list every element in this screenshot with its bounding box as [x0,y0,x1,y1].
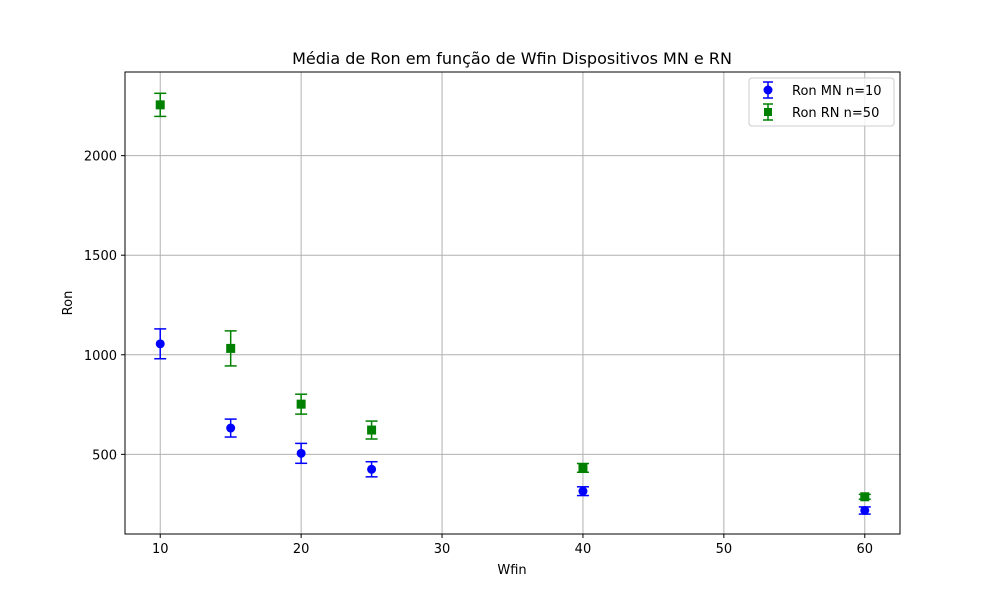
point-mn [226,423,236,433]
x-tick-label: 10 [152,542,169,557]
point-mn [367,464,377,474]
legend: Ron MN n=10 Ron RN n=50 [748,77,895,127]
grid [125,72,900,534]
data-points [155,100,870,516]
x-tick-label: 50 [716,542,733,557]
x-ticks: 10 20 30 40 50 60 [152,534,873,557]
legend-rn-marker [764,108,772,116]
point-mn [860,506,870,516]
y-tick-label: 1500 [84,249,117,264]
y-tick-label: 1000 [84,349,117,364]
y-ticks: 500 1000 1500 2000 [84,150,125,463]
legend-box [748,77,895,127]
point-rn [226,343,236,353]
x-axis-label: Wfin [497,563,526,578]
chart-title: Média de Ron em função de Wfin Dispositi… [292,49,732,68]
legend-rn-label: Ron RN n=50 [792,106,879,121]
legend-mn-label: Ron MN n=10 [792,84,882,99]
plot-frame [124,71,901,535]
error-bars [154,92,871,515]
x-tick-label: 40 [575,542,592,557]
legend-mn-marker [763,85,773,95]
point-rn [860,492,870,502]
point-mn [578,486,588,496]
point-mn [296,448,306,458]
point-rn [296,399,306,409]
x-tick-label: 60 [856,542,873,557]
point-rn [155,100,165,110]
x-tick-label: 30 [434,542,451,557]
y-tick-label: 500 [92,448,117,463]
y-axis-label: Ron [61,291,76,316]
x-tick-label: 20 [293,542,310,557]
point-rn [578,463,588,473]
y-tick-label: 2000 [84,150,117,165]
point-mn [155,339,165,349]
point-rn [367,425,377,435]
